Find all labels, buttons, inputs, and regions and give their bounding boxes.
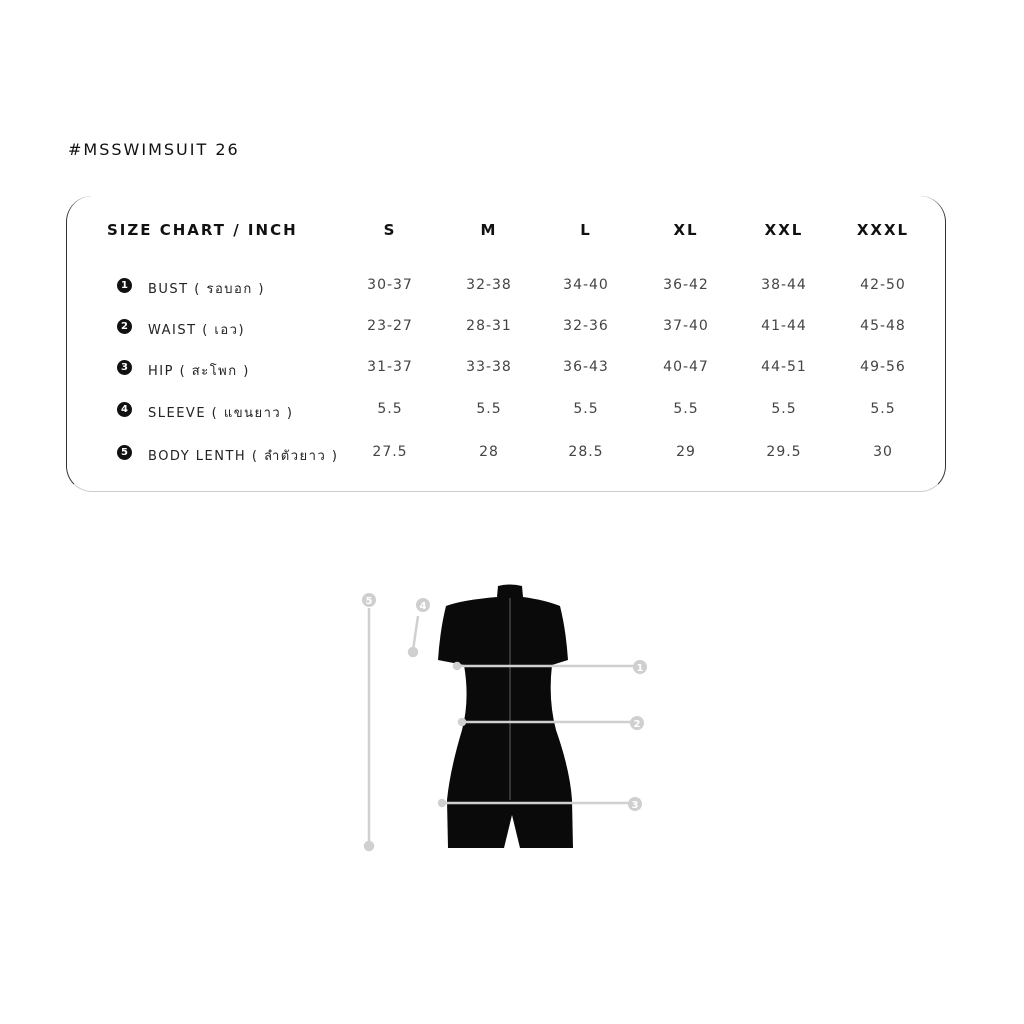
size-value-cell: 5.5: [771, 401, 797, 417]
product-title: #MSSWIMSUIT 26: [68, 140, 240, 159]
diagram-marker-label: 2: [634, 719, 641, 730]
size-value-cell: 5.5: [377, 401, 403, 417]
measurement-number-badge: 4: [117, 402, 132, 417]
size-value-cell: 41-44: [761, 318, 807, 334]
size-value-cell: 29: [676, 444, 696, 460]
measurement-label: BUST ( รอบอก ): [148, 282, 265, 297]
size-value-cell: 49-56: [860, 359, 906, 375]
diagram-marker-label: 4: [420, 601, 427, 612]
size-value-cell: 5.5: [476, 401, 502, 417]
swimsuit-garment: [438, 584, 573, 848]
diagram-marker-label: 3: [632, 800, 639, 811]
size-value-cell: 40-47: [663, 359, 709, 375]
size-value-cell: 36-43: [563, 359, 609, 375]
size-value-cell: 5.5: [573, 401, 599, 417]
size-column-xxxl: XXXL: [856, 221, 910, 239]
measurement-number-badge: 5: [117, 445, 132, 460]
diagram-marker-label: 1: [637, 663, 644, 674]
measurement-number-badge: 2: [117, 319, 132, 334]
size-column-m: M: [480, 221, 498, 239]
measurement-label: WAIST ( เอว): [148, 323, 246, 338]
size-value-cell: 28-31: [466, 318, 512, 334]
size-value-cell: 37-40: [663, 318, 709, 334]
size-value-cell: 30: [873, 444, 893, 460]
measurement-number-badge: 3: [117, 360, 132, 375]
size-value-cell: 23-27: [367, 318, 413, 334]
size-column-l: L: [580, 221, 592, 239]
size-value-cell: 30-37: [367, 277, 413, 293]
measurement-number-badge: 1: [117, 278, 132, 293]
size-value-cell: 33-38: [466, 359, 512, 375]
size-value-cell: 28.5: [568, 444, 604, 460]
measurement-label: SLEEVE ( แขนยาว ): [148, 406, 294, 421]
diagram-marker-label: 5: [366, 596, 373, 607]
size-value-cell: 42-50: [860, 277, 906, 293]
size-value-cell: 29.5: [766, 444, 802, 460]
size-value-cell: 34-40: [563, 277, 609, 293]
size-value-cell: 27.5: [372, 444, 408, 460]
size-chart-header: SIZE CHART / INCH: [107, 221, 298, 239]
size-column-s: S: [383, 221, 397, 239]
diagram-marker-1: [633, 660, 647, 674]
diagram-marker-3: [628, 797, 642, 811]
size-value-cell: 32-38: [466, 277, 512, 293]
size-value-cell: 36-42: [663, 277, 709, 293]
diagram-marker-4: [416, 598, 430, 612]
size-column-xxl: XXL: [764, 221, 804, 239]
size-value-cell: 32-36: [563, 318, 609, 334]
size-value-cell: 31-37: [367, 359, 413, 375]
size-value-cell: 5.5: [870, 401, 896, 417]
diagram-marker-5: [362, 593, 376, 607]
size-value-cell: 28: [479, 444, 499, 460]
size-value-cell: 45-48: [860, 318, 906, 334]
size-value-cell: 38-44: [761, 277, 807, 293]
size-column-xl: XL: [673, 221, 699, 239]
size-chart-box: [66, 194, 946, 492]
measurement-label: HIP ( สะโพก ): [148, 364, 250, 379]
measurement-label: BODY LENTH ( ลำตัวยาว ): [148, 449, 339, 464]
size-value-cell: 5.5: [673, 401, 699, 417]
diagram-marker-2: [630, 716, 644, 730]
size-value-cell: 44-51: [761, 359, 807, 375]
